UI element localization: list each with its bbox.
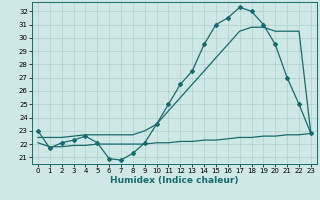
X-axis label: Humidex (Indice chaleur): Humidex (Indice chaleur): [110, 176, 239, 185]
